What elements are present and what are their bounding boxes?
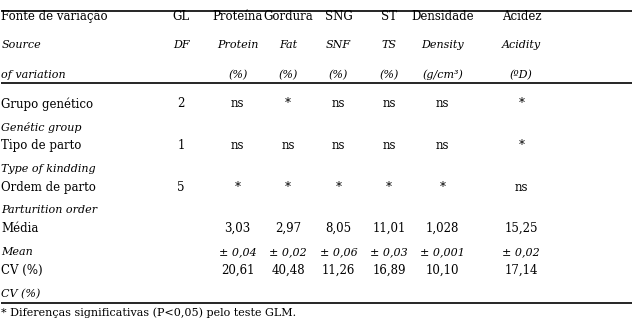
Text: Fat: Fat xyxy=(279,40,298,51)
Text: ± 0,02: ± 0,02 xyxy=(503,247,540,257)
Text: (%): (%) xyxy=(329,70,348,80)
Text: DF: DF xyxy=(173,40,189,51)
Text: GL: GL xyxy=(172,10,189,23)
Text: Densidade: Densidade xyxy=(411,10,474,23)
Text: 10,10: 10,10 xyxy=(426,264,460,277)
Text: 17,14: 17,14 xyxy=(505,264,538,277)
Text: ± 0,06: ± 0,06 xyxy=(320,247,358,257)
Text: 3,03: 3,03 xyxy=(225,222,251,235)
Text: ns: ns xyxy=(231,97,244,110)
Text: *: * xyxy=(335,181,342,194)
Text: Gordura: Gordura xyxy=(263,10,313,23)
Text: Protein: Protein xyxy=(217,40,258,51)
Text: * Diferenças significativas (P<0,05) pelo teste GLM.: * Diferenças significativas (P<0,05) pel… xyxy=(1,308,296,318)
Text: ns: ns xyxy=(436,97,449,110)
Text: 2,97: 2,97 xyxy=(275,222,301,235)
Text: Mean: Mean xyxy=(1,247,33,257)
Text: 2: 2 xyxy=(177,97,185,110)
Text: *: * xyxy=(285,97,291,110)
Text: Proteína: Proteína xyxy=(213,10,263,23)
Text: Média: Média xyxy=(1,222,39,235)
Text: *: * xyxy=(235,181,241,194)
Text: 1: 1 xyxy=(177,139,185,152)
Text: Type of kindding: Type of kindding xyxy=(1,164,96,174)
Text: 5: 5 xyxy=(177,181,185,194)
Text: *: * xyxy=(518,97,524,110)
Text: 20,61: 20,61 xyxy=(221,264,254,277)
Text: 40,48: 40,48 xyxy=(272,264,305,277)
Text: 11,01: 11,01 xyxy=(372,222,406,235)
Text: (%): (%) xyxy=(228,70,248,80)
Text: ns: ns xyxy=(515,181,528,194)
Text: (%): (%) xyxy=(379,70,399,80)
Text: ns: ns xyxy=(382,97,396,110)
Text: CV (%): CV (%) xyxy=(1,289,41,299)
Text: (g/cm³): (g/cm³) xyxy=(422,70,463,80)
Text: Source: Source xyxy=(1,40,41,51)
Text: ns: ns xyxy=(436,139,449,152)
Text: ns: ns xyxy=(332,97,346,110)
Text: 11,26: 11,26 xyxy=(322,264,355,277)
Text: *: * xyxy=(285,181,291,194)
Text: ± 0,02: ± 0,02 xyxy=(269,247,307,257)
Text: Grupo genético: Grupo genético xyxy=(1,97,94,111)
Text: Density: Density xyxy=(421,40,464,51)
Text: *: * xyxy=(439,181,446,194)
Text: *: * xyxy=(386,181,392,194)
Text: *: * xyxy=(518,139,524,152)
Text: Acidez: Acidez xyxy=(501,10,541,23)
Text: CV (%): CV (%) xyxy=(1,264,43,277)
Text: 15,25: 15,25 xyxy=(505,222,538,235)
Text: SNF: SNF xyxy=(326,40,351,51)
Text: Fonte de variação: Fonte de variação xyxy=(1,10,108,23)
Text: ± 0,04: ± 0,04 xyxy=(219,247,256,257)
Text: ± 0,001: ± 0,001 xyxy=(420,247,465,257)
Text: (%): (%) xyxy=(279,70,298,80)
Text: ns: ns xyxy=(231,139,244,152)
Text: ST: ST xyxy=(381,10,397,23)
Text: ns: ns xyxy=(282,139,295,152)
Text: Acidity: Acidity xyxy=(502,40,541,51)
Text: ns: ns xyxy=(332,139,346,152)
Text: ns: ns xyxy=(382,139,396,152)
Text: TS: TS xyxy=(382,40,396,51)
Text: Genétic group: Genétic group xyxy=(1,122,82,133)
Text: 16,89: 16,89 xyxy=(372,264,406,277)
Text: (ºD): (ºD) xyxy=(510,70,533,80)
Text: Ordem de parto: Ordem de parto xyxy=(1,181,96,194)
Text: Tipo de parto: Tipo de parto xyxy=(1,139,82,152)
Text: Parturition order: Parturition order xyxy=(1,205,97,215)
Text: 1,028: 1,028 xyxy=(426,222,459,235)
Text: of variation: of variation xyxy=(1,70,66,80)
Text: 8,05: 8,05 xyxy=(325,222,351,235)
Text: SNG: SNG xyxy=(325,10,353,23)
Text: ± 0,03: ± 0,03 xyxy=(370,247,408,257)
